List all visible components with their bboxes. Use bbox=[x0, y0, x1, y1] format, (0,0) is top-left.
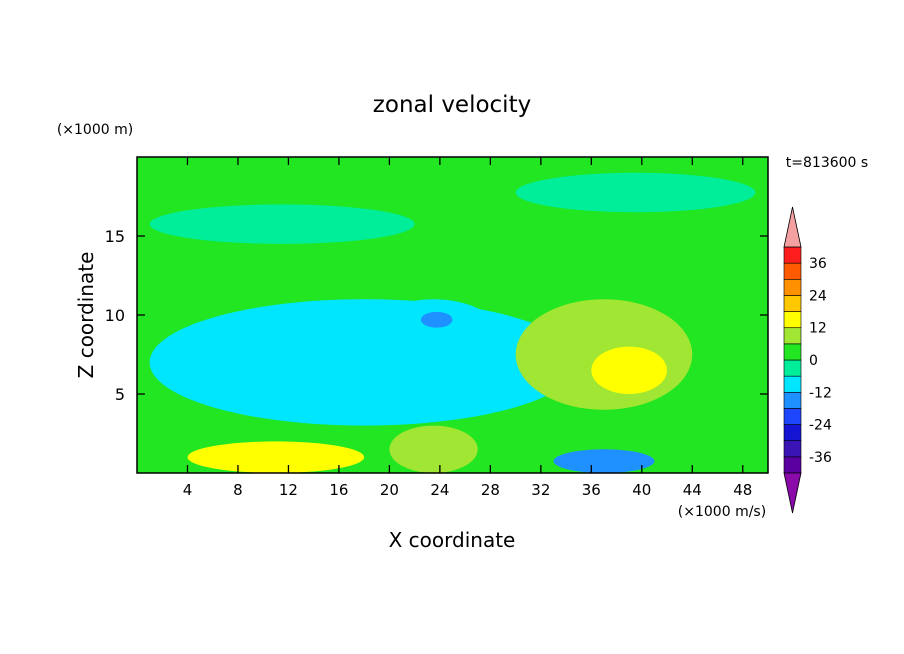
x-tick-label: 4 bbox=[183, 481, 193, 499]
x-tick-label: 20 bbox=[380, 481, 399, 499]
colorbar-segment bbox=[783, 391, 802, 409]
colorbar-segment bbox=[783, 359, 802, 377]
colorbar-tick-label: -24 bbox=[809, 418, 832, 434]
colorbar-segment bbox=[783, 424, 802, 442]
x-tick-label: 8 bbox=[233, 481, 243, 499]
field-region bbox=[389, 425, 478, 473]
colorbar-segment bbox=[783, 408, 802, 425]
field-region bbox=[591, 346, 668, 394]
field-region bbox=[420, 311, 453, 328]
colorbar-segment bbox=[783, 456, 802, 474]
colorbar-tick-label: 24 bbox=[809, 288, 827, 304]
colorbar-tick-label: 36 bbox=[809, 256, 827, 272]
colorbar-over-arrow bbox=[783, 206, 802, 248]
field-region bbox=[187, 441, 365, 473]
colorbar-tick-label: -12 bbox=[809, 385, 832, 401]
x-tick-label: 12 bbox=[279, 481, 298, 499]
colorbar-tick-label: 12 bbox=[809, 321, 827, 337]
colorbar-segment bbox=[783, 440, 802, 458]
x-tick-label: 36 bbox=[582, 481, 601, 499]
chart-title: zonal velocity bbox=[373, 92, 531, 118]
colorbar-tick-label: 0 bbox=[809, 353, 818, 369]
y-axis-label: Z coordinate bbox=[74, 252, 98, 379]
field-region bbox=[149, 204, 415, 244]
y-tick-label: 15 bbox=[105, 227, 125, 246]
time-label: t=813600 s bbox=[786, 155, 868, 171]
x-tick-label: 16 bbox=[329, 481, 348, 499]
field-plot bbox=[137, 157, 768, 473]
colorbar-segment bbox=[783, 311, 802, 329]
y-tick-label: 5 bbox=[115, 385, 125, 404]
y-tick-label: 10 bbox=[105, 306, 125, 325]
x-axis: 4 8 12 16 20 24 28 32 36 40 44 48 bbox=[183, 157, 752, 499]
field-region bbox=[364, 299, 503, 379]
colorbar: 36 24 12 0 -12 -24 -36 bbox=[783, 206, 832, 514]
x-tick-label: 44 bbox=[683, 481, 702, 499]
x-tick-label: 40 bbox=[632, 481, 651, 499]
colorbar-segment bbox=[783, 295, 802, 312]
x-axis-label: X coordinate bbox=[389, 528, 516, 552]
colorbar-tick-label: -36 bbox=[809, 450, 832, 466]
colorbar-segment bbox=[783, 327, 802, 345]
field-region bbox=[225, 330, 339, 379]
field-region bbox=[149, 299, 579, 426]
x-tick-label: 32 bbox=[531, 481, 550, 499]
x-unit-label: (×1000 m/s) bbox=[678, 504, 766, 520]
x-tick-label: 24 bbox=[430, 481, 449, 499]
y-unit-label: (×1000 m) bbox=[57, 122, 133, 138]
colorbar-segment bbox=[783, 262, 802, 280]
colorbar-segment bbox=[783, 278, 802, 296]
field-region bbox=[553, 449, 655, 473]
colorbar-under-arrow bbox=[783, 472, 802, 514]
x-tick-label: 48 bbox=[733, 481, 752, 499]
x-tick-label: 28 bbox=[481, 481, 500, 499]
y-axis: 5 10 15 bbox=[105, 227, 768, 404]
colorbar-segment bbox=[783, 375, 802, 393]
field-region bbox=[515, 172, 756, 213]
colorbar-segment bbox=[783, 343, 802, 361]
colorbar-segment bbox=[783, 246, 802, 264]
